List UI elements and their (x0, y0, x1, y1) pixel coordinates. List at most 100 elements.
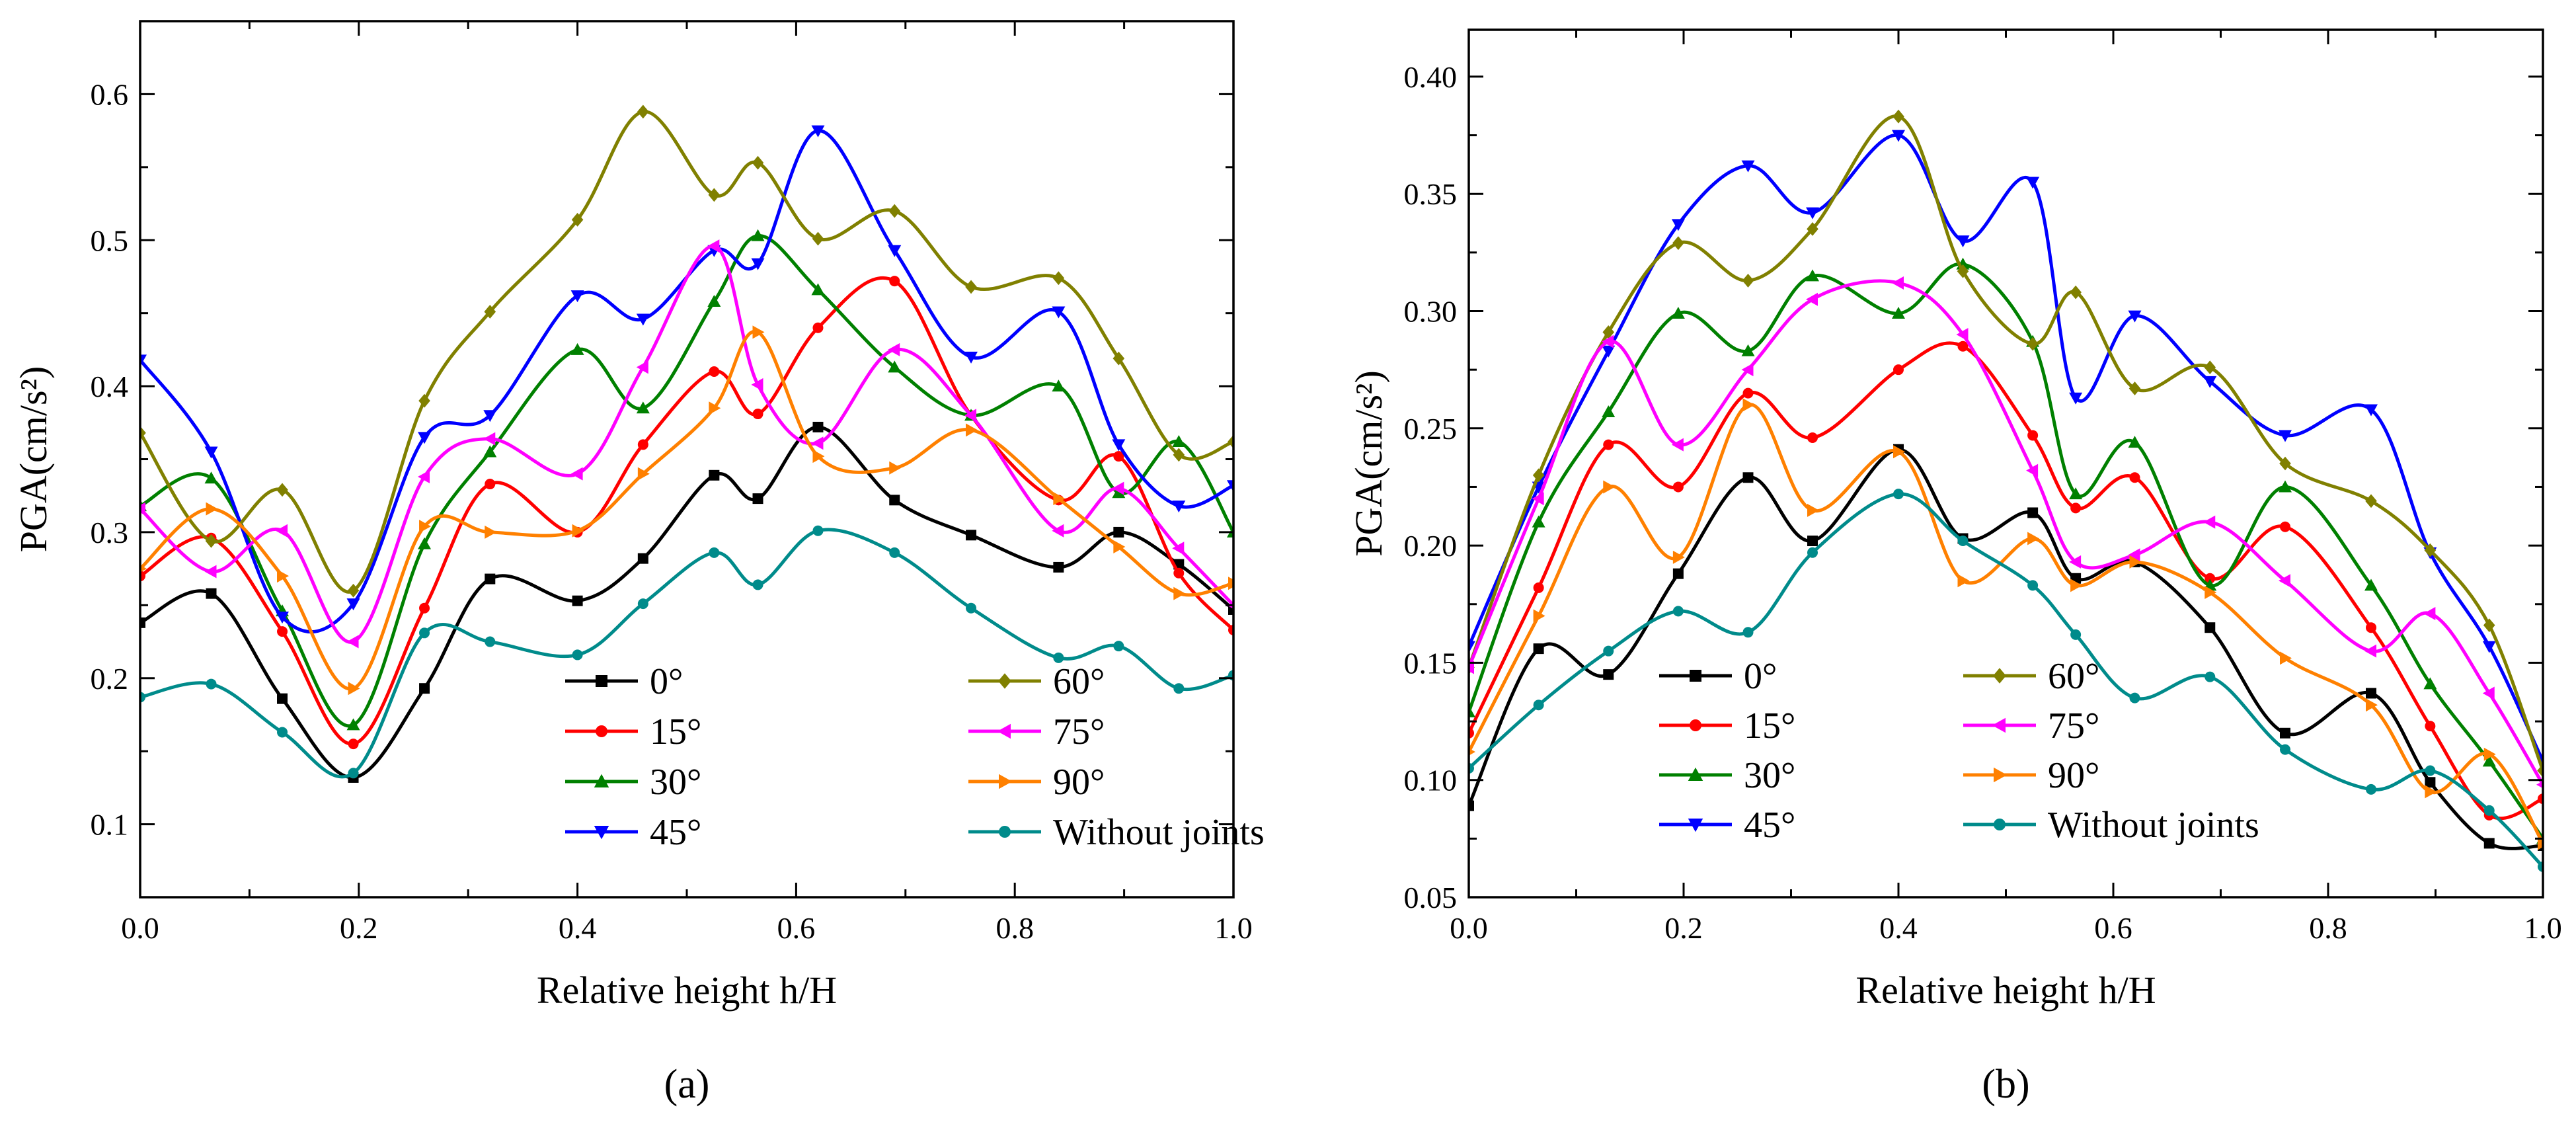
data-point-1-5-13 (2364, 644, 2376, 658)
legend-label-1-6: 90° (2048, 755, 2099, 796)
data-point-0-3-13 (1052, 306, 1066, 319)
data-point-1-4-8 (2027, 337, 2039, 351)
data-point-0-5-5 (483, 432, 496, 446)
x-tick-label-1-4: 0.8 (2309, 911, 2347, 945)
legend-label-0-7: Without joints (1053, 812, 1265, 853)
data-point-0-2-6 (570, 342, 584, 355)
data-point-1-2-12 (2279, 480, 2292, 493)
legend-label-1-2: 30° (1744, 755, 1795, 796)
data-point-1-7-3 (1672, 606, 1684, 617)
data-point-0-7-4 (419, 627, 430, 639)
data-point-1-7-6 (1893, 489, 1904, 500)
data-point-0-4-16 (1228, 434, 1233, 449)
legend-marker-0-3 (594, 826, 609, 840)
y-tick-label-1-4: 0.25 (1404, 412, 1458, 446)
data-point-1-1-1 (1533, 582, 1544, 593)
chart-panel-b: 0.0 0.2 0.4 0.6 0.8 1.0 0.05 0.10 0.15 0.20 0.25 0.… (1347, 28, 2562, 1107)
data-point-1-5-11 (2203, 515, 2216, 529)
x-tick-label-0-3: 0.6 (777, 911, 816, 945)
data-point-0-3-11 (888, 245, 902, 257)
data-point-0-5-7 (636, 360, 648, 374)
x-tick-label-0-1: 0.2 (340, 911, 378, 945)
data-point-1-7-1 (1533, 700, 1544, 711)
data-point-1-6-16 (2538, 836, 2543, 850)
data-point-1-0-3 (1672, 568, 1684, 579)
data-point-1-7-7 (1957, 536, 1969, 547)
series-1-4 (1469, 109, 2543, 778)
y-axis-label-1: PGA(cm/s²) (1347, 370, 1390, 557)
data-point-0-0-1 (206, 588, 217, 599)
data-point-1-5-12 (2279, 574, 2290, 588)
series-0-4 (140, 104, 1233, 598)
data-point-1-0-12 (2280, 727, 2290, 739)
series-1-1 (1469, 341, 2543, 821)
data-point-0-4-4 (418, 393, 430, 408)
series-line-1-2 (1469, 262, 2543, 840)
series-line-1-7 (1469, 492, 2543, 868)
data-point-0-7-9 (752, 579, 763, 590)
data-point-0-3-14 (1112, 439, 1126, 452)
data-point-0-6-8 (709, 401, 721, 415)
data-point-1-2-1 (1532, 515, 1545, 528)
data-point-1-4-11 (2204, 360, 2216, 375)
legend-marker-1-6 (1994, 767, 2008, 783)
data-point-0-2-8 (707, 295, 721, 307)
data-point-1-4-3 (1672, 236, 1684, 251)
data-point-1-6-4 (1742, 398, 1755, 412)
data-point-0-1-4 (419, 602, 430, 614)
data-point-0-3-3 (346, 598, 360, 611)
data-point-1-4-2 (1602, 325, 1615, 339)
data-point-0-3-10 (811, 125, 825, 138)
data-point-1-6-11 (2205, 586, 2217, 600)
data-point-0-0-11 (889, 495, 900, 506)
data-point-0-5-4 (418, 470, 430, 483)
series-line-1-6 (1469, 403, 2543, 844)
data-point-0-4-0 (140, 426, 146, 440)
legend-0: 0° 15° 30° 45° 60° 75° 90° Without joints (565, 661, 1265, 853)
series-line-0-5 (140, 244, 1233, 644)
data-point-1-2-9 (2069, 487, 2083, 500)
x-tick-label-1-3: 0.6 (2094, 911, 2132, 945)
data-point-0-6-1 (206, 502, 218, 516)
data-point-1-5-16 (2536, 781, 2543, 789)
data-point-1-5-1 (1532, 492, 1544, 506)
data-point-0-7-13 (1053, 652, 1064, 663)
data-point-1-7-4 (1742, 627, 1754, 638)
data-point-0-7-5 (485, 636, 496, 647)
data-point-1-4-4 (1742, 274, 1754, 288)
data-point-0-6-11 (889, 461, 902, 475)
x-tick-label-0-2: 0.4 (559, 911, 597, 945)
x-tick-label-1-5: 1.0 (2524, 911, 2562, 945)
data-point-1-6-5 (1807, 503, 1819, 517)
data-point-1-6-3 (1672, 550, 1685, 564)
data-point-0-4-7 (637, 104, 649, 119)
data-point-0-1-11 (889, 276, 900, 287)
x-tick-label-1-0: 0.0 (1450, 911, 1488, 945)
data-point-0-4-11 (888, 204, 901, 218)
data-point-0-2-9 (751, 229, 765, 241)
legend-marker-0-7 (999, 826, 1011, 838)
data-point-0-2-15 (1172, 435, 1186, 447)
legend-label-1-7: Without joints (2048, 805, 2259, 846)
data-point-0-7-1 (206, 678, 217, 690)
y-tick-label-0-5: 0.6 (91, 77, 129, 111)
legend-marker-1-3 (1688, 819, 1703, 832)
data-point-0-3-6 (570, 290, 584, 303)
data-point-1-3-7 (1956, 235, 1970, 248)
data-point-1-5-4 (1741, 363, 1754, 377)
data-point-0-4-6 (571, 212, 584, 227)
data-point-1-0-14 (2425, 777, 2436, 788)
data-point-0-6-7 (637, 467, 650, 481)
data-point-0-7-15 (1173, 683, 1185, 694)
data-point-0-7-12 (966, 602, 977, 614)
series-1-6 (1469, 398, 2543, 850)
data-point-1-7-8 (2027, 580, 2039, 591)
data-point-1-3-11 (2203, 376, 2217, 388)
data-point-1-0-11 (2205, 622, 2216, 633)
data-point-1-3-10 (2128, 310, 2142, 323)
data-point-0-6-6 (572, 524, 584, 538)
legend-marker-0-5 (997, 723, 1011, 739)
data-point-0-4-13 (1052, 271, 1065, 286)
data-point-0-4-9 (752, 155, 764, 170)
legend-marker-1-7 (1994, 819, 2006, 830)
